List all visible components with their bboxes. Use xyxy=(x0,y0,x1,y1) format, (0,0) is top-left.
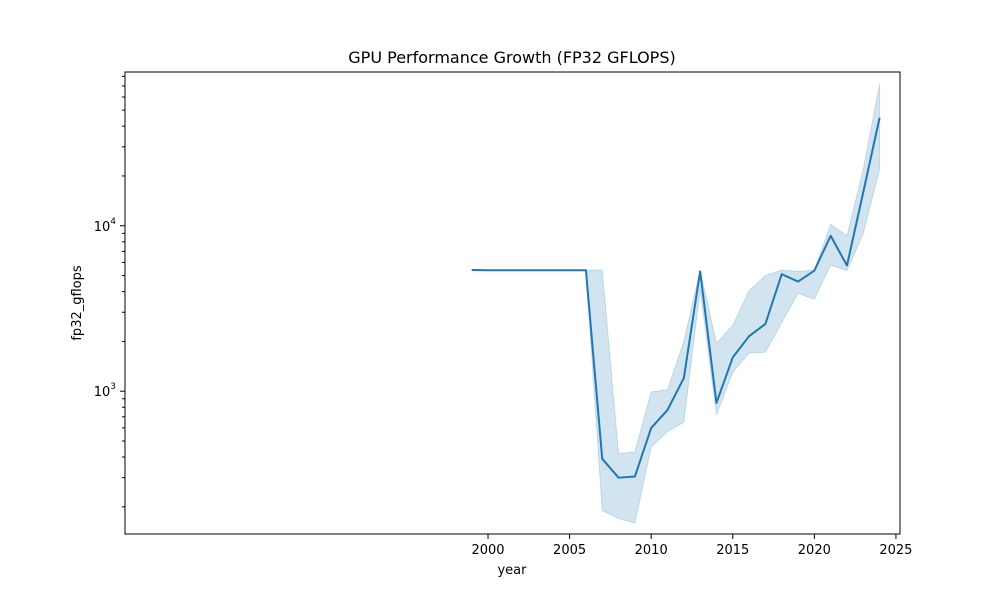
plot-area xyxy=(471,83,881,524)
x-tick-label: 2005 xyxy=(553,543,586,558)
x-axis: 2000 2005 2010 2015 2020 2025 xyxy=(471,534,912,558)
y-axis-label: fp32_gflops xyxy=(70,265,85,341)
x-tick-label: 2000 xyxy=(471,543,504,558)
confidence-band xyxy=(471,83,881,524)
axes-frame xyxy=(124,71,901,535)
y-tick-label: 103 xyxy=(94,382,116,400)
y-axis: 103 104 xyxy=(94,75,125,508)
chart-title: GPU Performance Growth (FP32 GFLOPS) xyxy=(348,48,675,67)
x-tick-label: 2020 xyxy=(798,543,831,558)
x-axis-label: year xyxy=(497,563,527,578)
y-tick-label: 104 xyxy=(94,217,117,235)
x-tick-label: 2010 xyxy=(635,543,668,558)
x-tick-label: 2025 xyxy=(879,543,912,558)
x-tick-label: 2015 xyxy=(716,543,749,558)
series-line xyxy=(471,117,881,479)
